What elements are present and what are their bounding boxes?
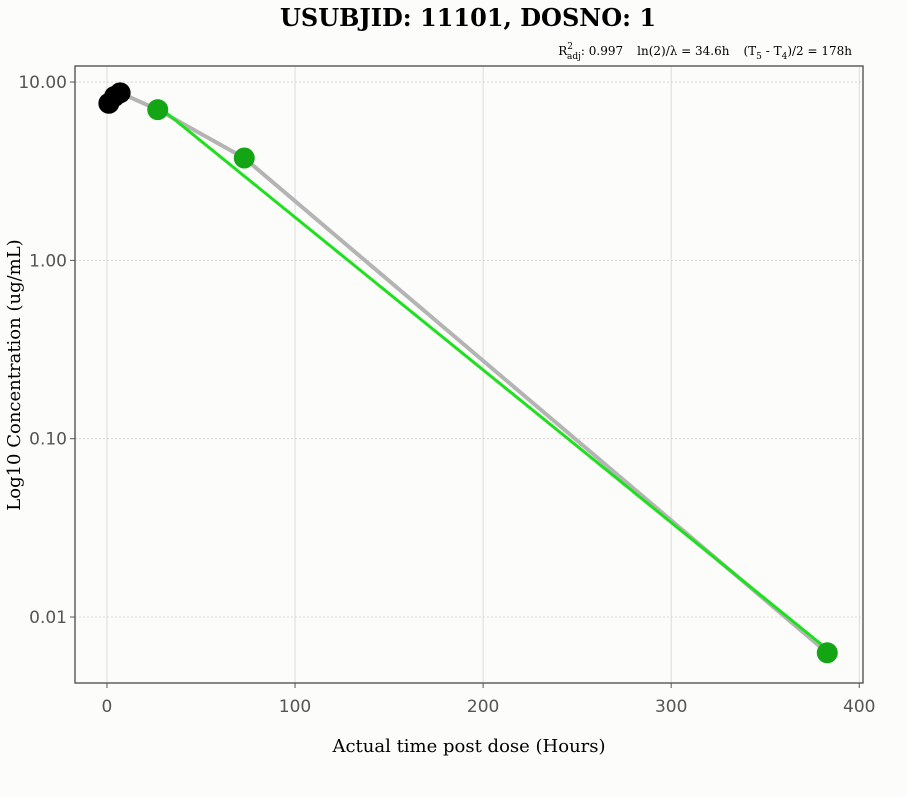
y-tick-label: 1.00 xyxy=(29,251,67,271)
r2-sub: adj xyxy=(567,52,581,62)
span-mid: - T xyxy=(762,44,782,58)
chart-title: USUBJID: 11101, DOSNO: 1 xyxy=(280,3,656,32)
r2-value: : 0.997 xyxy=(581,44,623,58)
chart-stats: R2 adj: 0.997 ln(2)/λ = 34.6h (T5 - T4)/2 =… xyxy=(558,42,852,62)
y-axis: 10.00 1.00 0.10 0.01 xyxy=(18,73,75,628)
y-tick-label: 0.10 xyxy=(29,430,67,450)
x-tick-label: 300 xyxy=(655,697,687,717)
regression-line xyxy=(156,104,829,651)
grid xyxy=(75,66,863,683)
span-sub1: 5 xyxy=(756,52,762,62)
span-open: (T xyxy=(743,44,756,58)
lambda-z-point xyxy=(147,99,169,121)
x-tick-label: 0 xyxy=(102,697,113,717)
excluded-point xyxy=(109,82,131,104)
y-tick-label: 0.01 xyxy=(29,608,67,628)
x-tick-label: 400 xyxy=(843,697,875,717)
x-tick-label: 100 xyxy=(279,697,311,717)
x-axis-label: Actual time post dose (Hours) xyxy=(331,736,605,757)
observed-line xyxy=(107,90,829,655)
y-axis-label: Log10 Concentration (ug/mL) xyxy=(4,239,25,510)
lambda-z-point xyxy=(816,642,838,664)
lambda-z-point xyxy=(233,147,255,169)
y-tick-label: 10.00 xyxy=(18,73,67,93)
span-close: )/2 = 178h xyxy=(787,44,852,58)
series-layer xyxy=(98,82,838,664)
r2-label: R xyxy=(558,44,568,58)
r2-sup: 2 xyxy=(567,42,573,52)
halflife-stat: ln(2)/λ = 34.6h xyxy=(637,44,730,58)
span-sub2: 4 xyxy=(782,52,788,62)
plot-panel xyxy=(74,65,864,684)
x-axis: 0 100 200 300 400 xyxy=(102,683,875,717)
x-tick-label: 200 xyxy=(467,697,499,717)
